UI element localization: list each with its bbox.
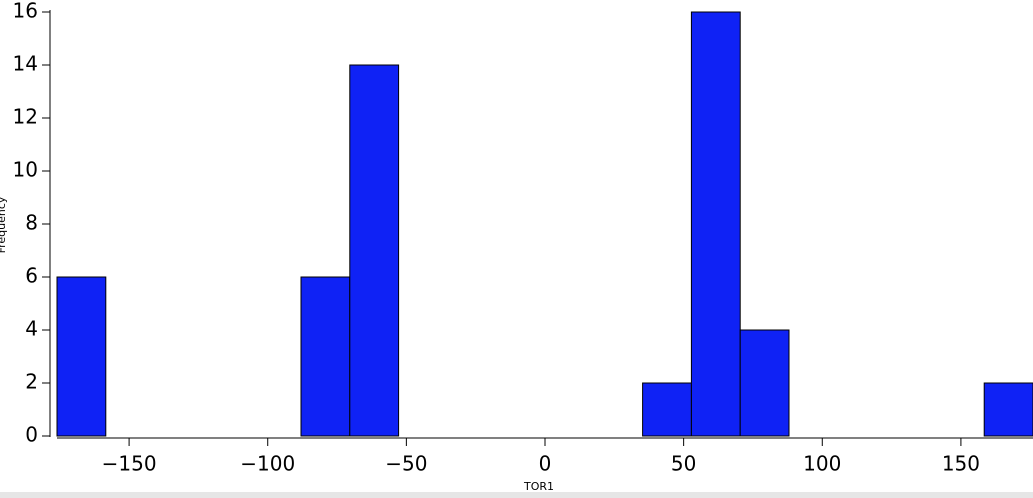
x-tick-label: 50 xyxy=(671,452,696,476)
bar xyxy=(300,276,351,437)
bar xyxy=(983,382,1033,437)
y-tick-label: 2 xyxy=(25,370,38,394)
y-tick-label: 12 xyxy=(13,105,38,129)
x-tick-label: −100 xyxy=(240,452,295,476)
y-tick-label: 14 xyxy=(13,52,38,76)
y-tick-label: 4 xyxy=(25,317,38,341)
x-tick-label: 150 xyxy=(942,452,980,476)
x-tick-label: −50 xyxy=(385,452,427,476)
x-tick-label: 100 xyxy=(803,452,841,476)
y-tick-label: 16 xyxy=(13,0,38,23)
bar xyxy=(56,276,107,437)
y-tick-label: 10 xyxy=(13,158,38,182)
y-tick-label: 8 xyxy=(25,211,38,235)
bottom-strip xyxy=(0,492,1033,498)
x-axis-label: TOR1 xyxy=(523,480,554,493)
y-tick-label: 6 xyxy=(25,264,38,288)
x-tick-label: 0 xyxy=(539,452,552,476)
x-tick-label: −150 xyxy=(102,452,157,476)
bar xyxy=(349,64,400,437)
bar xyxy=(739,329,790,437)
bar xyxy=(642,382,692,437)
y-axis-label: Frequency xyxy=(0,196,8,253)
y-tick-label: 0 xyxy=(25,423,38,447)
bar xyxy=(690,11,741,437)
